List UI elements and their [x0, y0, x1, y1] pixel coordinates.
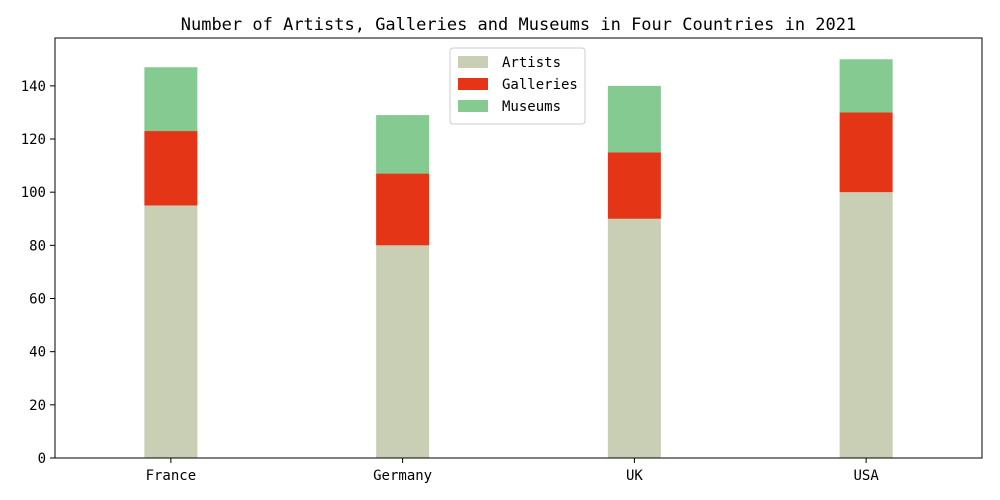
y-tick-label: 60 [29, 292, 46, 308]
y-tick-label: 80 [29, 238, 46, 254]
axes-layer: 0 20 40 60 80 100 120 140 France Germany UK USA [21, 37, 983, 484]
bar-artists-france [144, 205, 198, 458]
legend-label-galleries: Galleries [502, 77, 578, 93]
y-tick-label: 100 [21, 185, 46, 201]
bar-galleries-france [144, 131, 198, 206]
legend-swatch-galleries [458, 78, 488, 90]
bar-museums-uk [607, 85, 661, 153]
bar-museums-france [144, 67, 198, 132]
legend-swatch-artists [458, 56, 488, 68]
legend-swatch-museums [458, 100, 488, 112]
x-tick-label-france: France [146, 468, 197, 484]
bar-museums-usa [839, 59, 893, 113]
bar-galleries-usa [839, 112, 893, 193]
bar-artists-germany [376, 245, 430, 458]
legend: Artists Galleries Museums [449, 47, 586, 125]
bar-galleries-uk [607, 152, 661, 219]
plot-frame [54, 37, 983, 459]
x-tick-label-uk: UK [626, 468, 643, 484]
y-tick-label: 20 [29, 398, 46, 414]
chart-title: Number of Artists, Galleries and Museums… [181, 15, 857, 35]
y-tick-label: 120 [21, 132, 46, 148]
bar-artists-uk [607, 218, 661, 458]
bars-layer [144, 59, 893, 458]
bar-galleries-germany [376, 173, 430, 246]
y-tick-label: 40 [29, 345, 46, 361]
x-tick-label-usa: USA [853, 468, 879, 484]
y-tick-label: 0 [38, 451, 46, 467]
x-tick-label-germany: Germany [373, 468, 432, 484]
bar-museums-germany [376, 115, 430, 174]
bar-artists-usa [839, 192, 893, 458]
y-tick-label: 140 [21, 79, 46, 95]
legend-label-artists: Artists [502, 55, 561, 71]
legend-label-museums: Museums [502, 99, 561, 115]
